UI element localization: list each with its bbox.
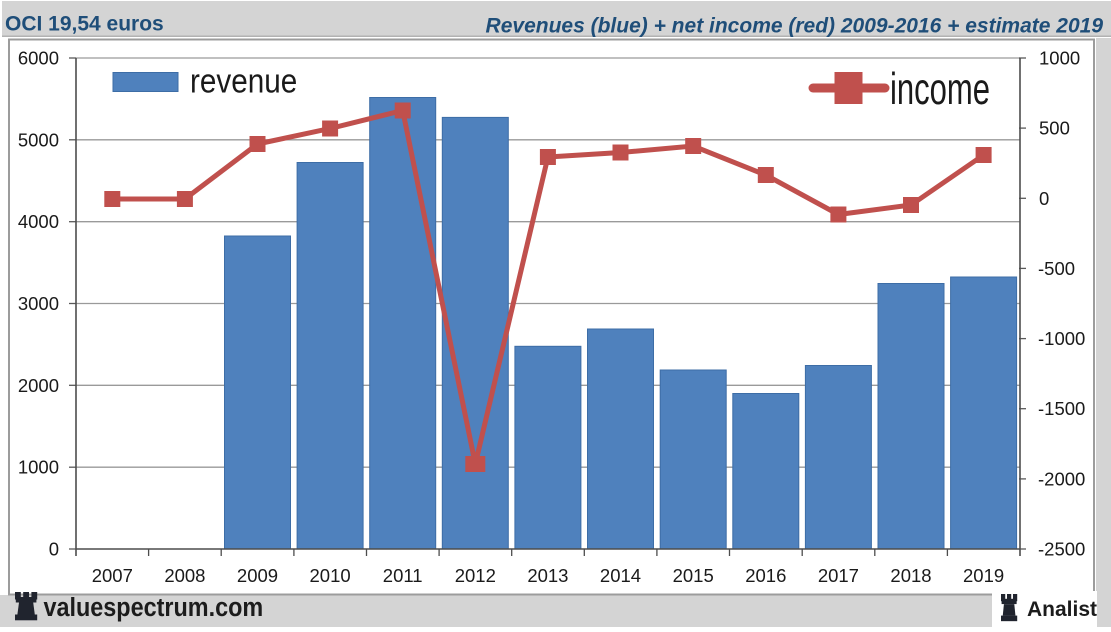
svg-text:2012: 2012 [455,565,496,586]
svg-text:3000: 3000 [18,293,59,314]
svg-text:-1000: -1000 [1038,328,1085,349]
svg-text:-1500: -1500 [1038,398,1085,419]
svg-text:2009: 2009 [237,565,278,586]
svg-text:-2000: -2000 [1038,468,1085,489]
svg-text:Revenues (blue) + net income (: Revenues (blue) + net income (red) 2009-… [486,15,1104,38]
svg-text:OCI 19,54 euros: OCI 19,54 euros [5,13,164,36]
svg-text:revenue: revenue [190,61,297,100]
svg-text:Analist: Analist [1027,598,1097,621]
svg-text:4000: 4000 [18,211,59,232]
svg-text:2014: 2014 [600,565,641,586]
svg-text:2008: 2008 [164,565,205,586]
svg-text:2010: 2010 [310,565,351,586]
svg-text:1000: 1000 [18,457,59,478]
svg-text:2011: 2011 [383,565,423,586]
svg-text:income: income [890,65,990,115]
svg-text:500: 500 [1039,118,1070,139]
svg-text:2017: 2017 [818,565,859,586]
svg-text:2019: 2019 [963,565,1004,586]
svg-text:-2500: -2500 [1038,539,1085,560]
svg-text:0: 0 [1039,188,1049,209]
svg-text:1000: 1000 [1039,48,1080,69]
svg-text:2007: 2007 [92,565,133,586]
svg-text:6000: 6000 [18,48,59,69]
svg-text:2018: 2018 [890,565,931,586]
svg-text:-500: -500 [1038,258,1075,279]
svg-text:valuespectrum.com: valuespectrum.com [44,594,264,622]
svg-text:2000: 2000 [18,375,59,396]
svg-text:2016: 2016 [745,565,786,586]
svg-text:0: 0 [49,539,59,560]
svg-text:2015: 2015 [673,565,714,586]
svg-text:5000: 5000 [18,129,59,150]
svg-text:2013: 2013 [527,565,568,586]
